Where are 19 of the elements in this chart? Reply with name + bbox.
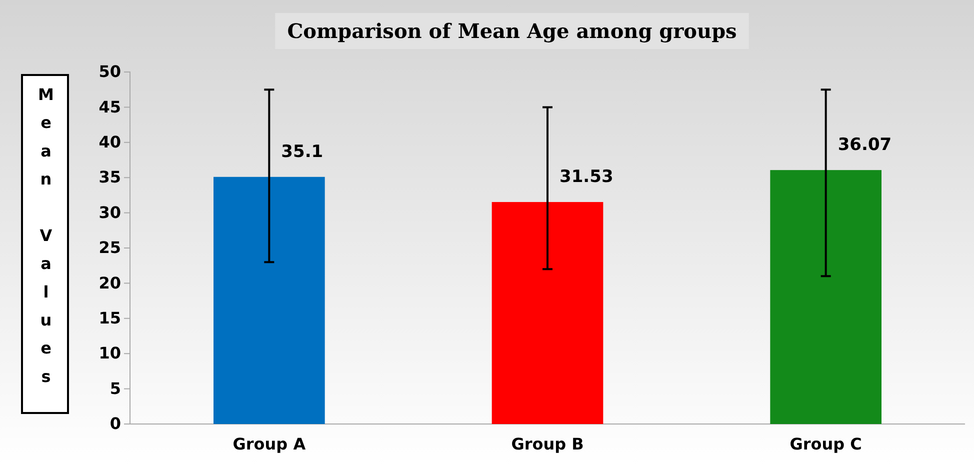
y-tick-label: 20 — [98, 273, 121, 292]
y-tick-label: 50 — [98, 62, 121, 82]
y-tick-label: 35 — [98, 168, 121, 187]
x-tick-label: Group B — [511, 434, 584, 454]
data-label: 36.07 — [838, 135, 892, 156]
y-tick-label: 10 — [98, 344, 121, 363]
y-tick-label: 25 — [98, 238, 121, 258]
x-tick-label: Group A — [232, 434, 306, 454]
x-tick-label: Group C — [790, 434, 862, 454]
data-label: 31.53 — [560, 167, 614, 188]
text: Mean Values — [38, 85, 54, 386]
data-label: 35.1 — [281, 142, 324, 162]
y-tick-label: 15 — [98, 308, 121, 328]
y-tick-label: 0 — [110, 414, 121, 434]
y-tick-label: 5 — [110, 378, 121, 398]
y-tick-label: 30 — [98, 202, 121, 222]
chart-title: Comparison of Mean Age among groups — [287, 19, 737, 43]
y-tick-label: 45 — [98, 97, 121, 116]
y-tick-label: 40 — [98, 132, 121, 152]
